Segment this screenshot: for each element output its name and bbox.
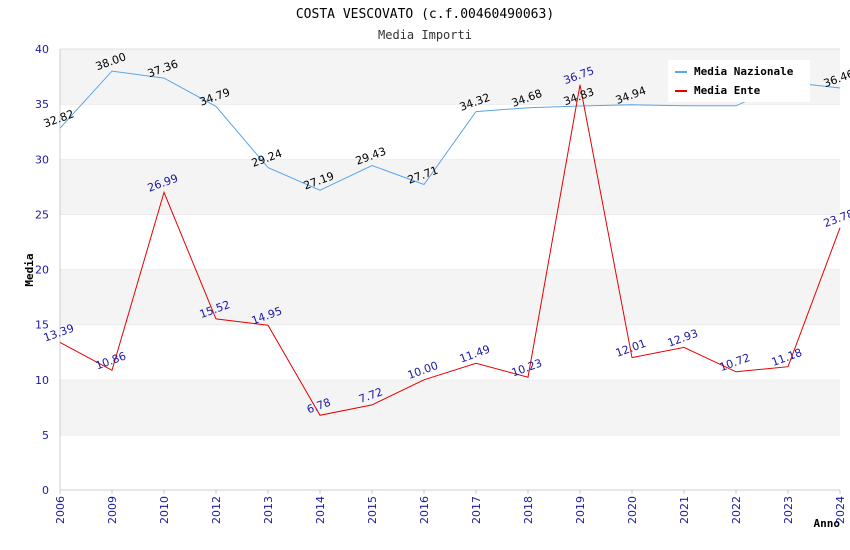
x-tick-label: 2010	[158, 496, 171, 524]
x-axis-label: Anno	[814, 517, 841, 530]
x-tick-label: 2019	[574, 496, 587, 524]
series-lines	[59, 70, 841, 416]
x-tick-label: 2023	[782, 496, 795, 524]
legend: Media Nazionale Media Ente	[668, 60, 810, 102]
grid-band	[60, 324, 840, 380]
x-tick-label: 2022	[730, 496, 743, 524]
y-tick-label: 20	[35, 264, 49, 277]
y-tick-label: 10	[35, 374, 49, 387]
x-tick-label: 2012	[210, 496, 223, 524]
x-tick-label: 2021	[678, 496, 691, 524]
x-tick-label: 2013	[262, 496, 275, 524]
x-tick-label: 2020	[626, 496, 639, 524]
y-tick-label: 40	[35, 43, 49, 56]
grid-band	[60, 269, 840, 325]
x-tick-label: 2006	[54, 496, 67, 524]
chart-subtitle: Media Importi	[378, 28, 472, 42]
grid-band	[60, 379, 840, 435]
grid-band	[60, 159, 840, 215]
x-tick-label: 2017	[470, 496, 483, 524]
chart-title: COSTA VESCOVATO (c.f.00460490063)	[296, 7, 554, 22]
x-tick-label: 2018	[522, 496, 535, 524]
legend-label-ente: Media Ente	[694, 84, 761, 97]
grid-band	[60, 104, 840, 160]
y-tick-label: 35	[35, 98, 49, 111]
y-tick-label: 5	[42, 429, 49, 442]
x-tick-label: 2014	[314, 496, 327, 524]
x-tick-label: 2015	[366, 496, 379, 524]
x-tick-label: 2009	[106, 496, 119, 524]
y-axis-ticks: 0 5 10 15 20 25 30 35 40	[35, 43, 49, 497]
grid-band	[60, 434, 840, 490]
grid-band	[60, 214, 840, 270]
x-tick-label: 2024	[834, 496, 847, 524]
y-tick-label: 15	[35, 319, 49, 332]
y-tick-label: 0	[42, 484, 49, 497]
y-tick-label: 30	[35, 153, 49, 166]
y-tick-label: 25	[35, 208, 49, 221]
legend-box	[668, 60, 810, 102]
y-axis-label: Media	[23, 253, 36, 286]
legend-label-nazionale: Media Nazionale	[694, 65, 794, 78]
x-axis-ticks: 2006 2009 2010 2012 2013 2014 2015 2016 2017 2018…	[54, 490, 847, 524]
x-tick-label: 2016	[418, 496, 431, 524]
series-line-nazionale	[59, 70, 841, 191]
grid-bands	[60, 48, 840, 490]
series-line-ente	[59, 84, 841, 416]
